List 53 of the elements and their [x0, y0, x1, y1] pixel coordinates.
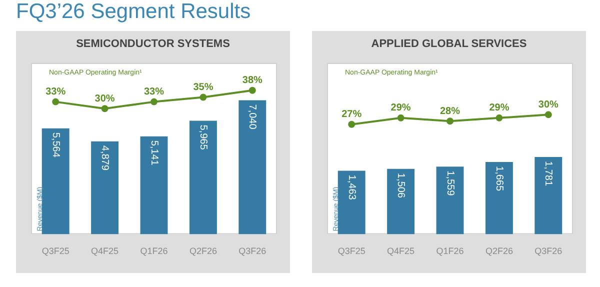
bar — [42, 128, 70, 234]
bar — [485, 162, 513, 234]
x-tick-label: Q1F26 — [436, 246, 464, 256]
x-tick-label: Q4F25 — [387, 246, 415, 256]
x-tick-label: Q3F25 — [338, 246, 366, 256]
bar — [436, 166, 464, 234]
data-label: 1,781 — [542, 161, 554, 186]
bar — [238, 100, 266, 234]
data-label: 5,965 — [197, 124, 208, 150]
data-label: 33% — [144, 86, 164, 98]
data-label: 33% — [46, 86, 66, 98]
data-label: 29% — [390, 102, 411, 114]
point — [150, 98, 158, 106]
data-label: 5,141 — [148, 140, 160, 166]
chart-subtitle: SEMICONDUCTOR SYSTEMS — [75, 38, 231, 50]
x-tick-label: Q4F25 — [91, 246, 119, 256]
data-label: 35% — [193, 82, 214, 93]
point — [544, 111, 552, 118]
data-label: 27% — [342, 109, 362, 120]
x-tick-label: Q2F26 — [485, 246, 513, 256]
point — [248, 86, 256, 94]
point — [348, 120, 356, 128]
data-label: 1,559 — [444, 170, 456, 196]
point — [200, 94, 207, 101]
point — [496, 114, 503, 122]
x-tick-label: Q3F25 — [42, 246, 70, 256]
bar — [189, 120, 217, 234]
bar — [387, 168, 415, 234]
chart-subtitle: APPLIED GLOBAL SERVICES — [370, 38, 528, 50]
x-tick-label: Q1F26 — [140, 246, 168, 256]
data-label: 4,879 — [99, 145, 110, 171]
x-tick-label: Q2F26 — [189, 246, 217, 256]
bar — [534, 157, 562, 234]
x-tick-label: Q3F26 — [238, 246, 266, 256]
x-tick-label: Q3F26 — [534, 246, 562, 256]
data-label: 1,506 — [395, 172, 406, 198]
data-label: 30% — [538, 99, 559, 110]
data-label: 38% — [242, 75, 263, 86]
bar — [338, 170, 366, 234]
point — [446, 118, 454, 125]
bar — [91, 141, 119, 234]
point — [52, 98, 60, 106]
chart-title: FQ3’26 Segment Results — [16, 0, 251, 24]
data-label: 1,463 — [346, 174, 357, 200]
bar — [140, 136, 168, 234]
data-label: 30% — [94, 93, 115, 104]
data-label: 7,040 — [246, 104, 258, 130]
data-label: 5,564 — [50, 132, 61, 158]
data-label: 28% — [440, 106, 460, 117]
point — [397, 114, 404, 122]
data-label: 29% — [489, 102, 510, 114]
point — [101, 105, 108, 112]
data-label: 1,665 — [493, 166, 504, 192]
